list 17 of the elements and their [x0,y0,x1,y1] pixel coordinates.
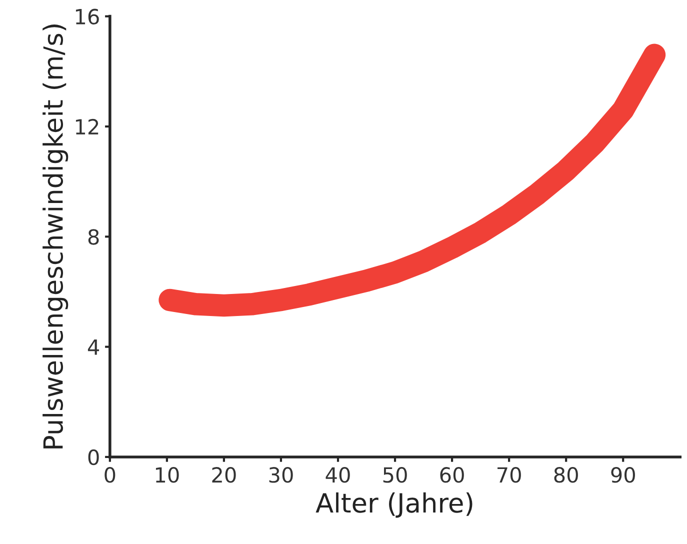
x-tick-label: 20 [212,467,236,483]
x-tick-label: 80 [554,467,578,483]
y-tick-label: 4 [88,340,100,355]
y-tick-label: 12 [76,118,98,134]
x-tick-label: 10 [156,467,179,483]
x-tick-label: 60 [440,467,464,483]
x-tick-label: 90 [611,467,635,483]
x-tick-label: 50 [383,467,407,483]
x-tick-label: 30 [269,467,293,483]
x-tick-label: 40 [326,467,350,483]
x-tick-label: 70 [498,467,521,483]
x-axis-title: Alter (Jahre) [316,492,472,518]
y-tick-label: 8 [88,229,99,245]
x-tick-label: 0 [104,467,116,483]
y-axis-title: Pulswellengeschwindigkeit (m/s) [42,24,68,448]
y-tick-label: 16 [76,8,99,25]
y-tick-label: 0 [88,449,99,466]
